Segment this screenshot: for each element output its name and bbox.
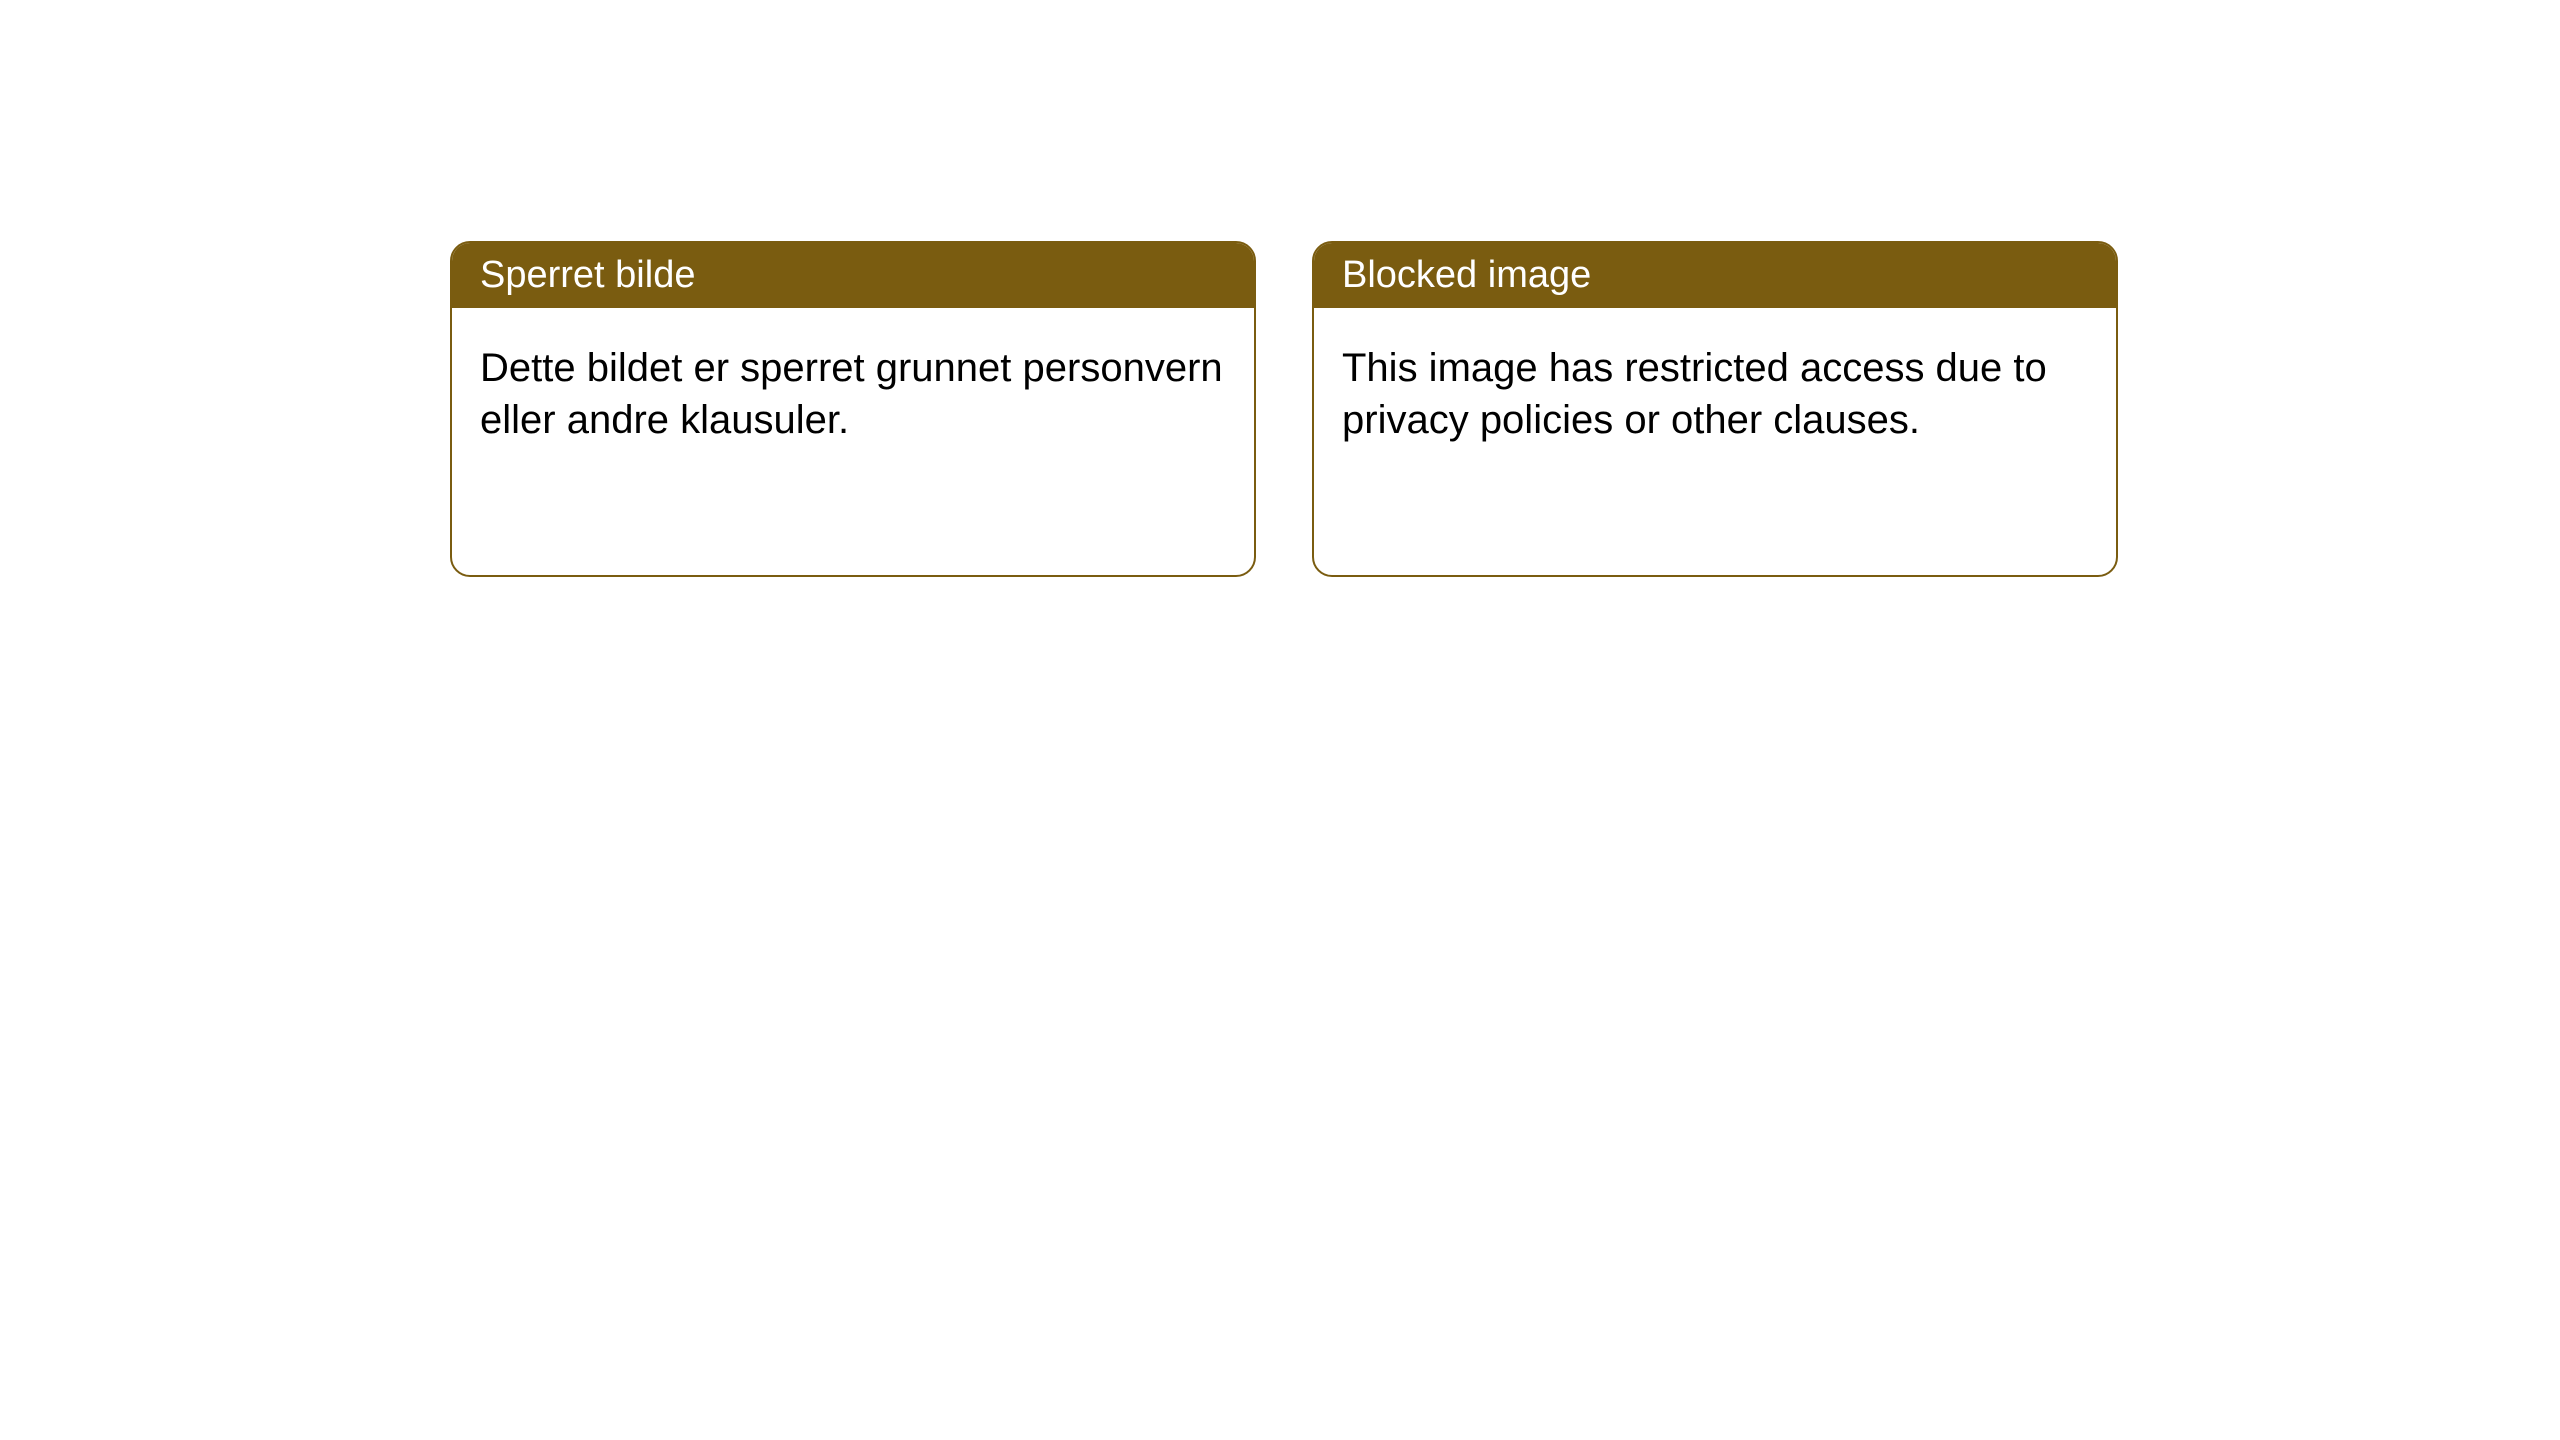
card-body: Dette bildet er sperret grunnet personve… [452,308,1254,480]
card-title: Blocked image [1342,254,1591,296]
notice-container: Sperret bilde Dette bildet er sperret gr… [0,0,2560,577]
notice-card-norwegian: Sperret bilde Dette bildet er sperret gr… [450,241,1256,577]
card-message: Dette bildet er sperret grunnet personve… [480,346,1223,442]
card-header: Sperret bilde [452,243,1254,308]
card-message: This image has restricted access due to … [1342,346,2047,442]
card-body: This image has restricted access due to … [1314,308,2116,480]
card-title: Sperret bilde [480,254,695,296]
card-header: Blocked image [1314,243,2116,308]
notice-card-english: Blocked image This image has restricted … [1312,241,2118,577]
